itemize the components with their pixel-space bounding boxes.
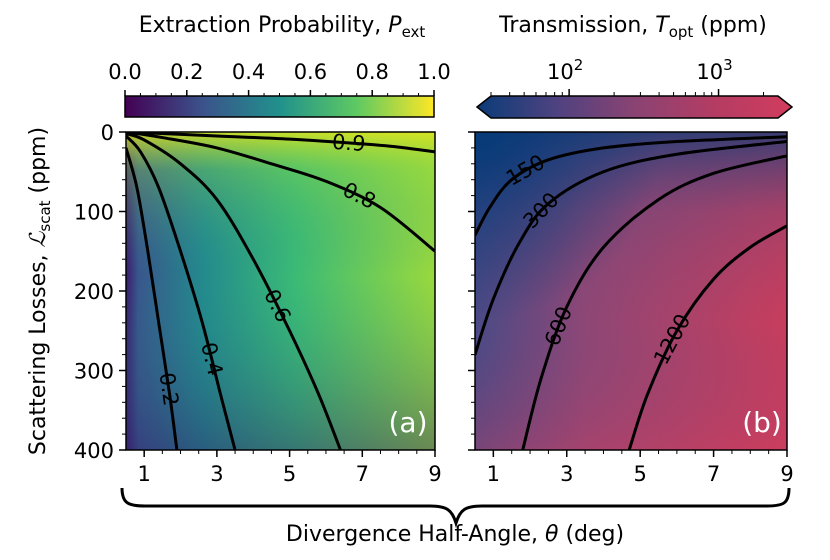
y-axis-label: Scattering Losses, ℒscat (ppm) [26, 127, 54, 455]
panel-b-label: (b) [742, 406, 782, 439]
x-tick-label-b: 3 [560, 462, 573, 486]
colorbar-a-gradient [124, 95, 435, 118]
x-tick-label-a: 5 [283, 462, 296, 486]
colorbar-b-gradient [475, 95, 794, 119]
colorbar-a-tick-label: 0.6 [294, 60, 327, 84]
colorbar-a-tick-label: 0.4 [232, 60, 265, 84]
x-tick-label-a: 9 [428, 462, 441, 486]
x-tick-label-a: 1 [137, 462, 150, 486]
contour-line-b-150 [475, 135, 787, 237]
y-tick-label: 400 [74, 439, 114, 463]
x-tick-label-b: 1 [487, 462, 500, 486]
colorbar-a-tick-label: 0.8 [355, 60, 388, 84]
contour-label-a-0.2: 0.2 [155, 371, 184, 408]
y-tick-label: 100 [74, 201, 114, 225]
x-tick-label-b: 7 [707, 462, 720, 486]
colorbar-b-title: Transmission, Topt (ppm) [498, 13, 767, 41]
contour-line-a-0.6 [126, 132, 342, 450]
x-axis-label: Divergence Half-Angle, θ (deg) [286, 522, 624, 547]
colorbar-a-tick-label: 1.0 [417, 60, 450, 84]
colorbar-b-tick-label: 103 [696, 56, 732, 84]
y-tick-label: 0 [101, 121, 114, 145]
panel-a-label: (a) [388, 406, 427, 439]
contour-line-a-0.4 [126, 134, 237, 450]
y-tick-label: 300 [74, 360, 114, 384]
colorbar-a-tick-label: 0.2 [170, 60, 203, 84]
x-tick-label-a: 7 [356, 462, 369, 486]
y-tick-label: 200 [74, 280, 114, 304]
x-tick-label-b: 5 [633, 462, 646, 486]
contour-label-a-0.9: 0.9 [331, 130, 366, 156]
contour-line-a-0.8 [126, 132, 435, 253]
contour-line-a-0.9 [126, 132, 435, 154]
contour-line-b-1200 [627, 224, 787, 450]
x-brace [120, 487, 791, 529]
colorbar-b: Transmission, Topt (ppm) 102 103 [475, 13, 794, 119]
contour-line-b-300 [475, 140, 787, 356]
colorbar-b-tick-label: 102 [547, 56, 583, 84]
x-tick-label-a: 3 [210, 462, 223, 486]
x-tick-label-b: 9 [780, 462, 793, 486]
contour-line-b-600 [521, 154, 787, 450]
colorbar-a: Extraction Probability, Pext 0.0 0.2 0.4 0.… [108, 13, 451, 118]
colorbar-a-title: Extraction Probability, Pext [139, 13, 426, 41]
contour-line-a-0.2 [126, 147, 179, 450]
colorbar-a-tick-label: 0.0 [108, 60, 141, 84]
